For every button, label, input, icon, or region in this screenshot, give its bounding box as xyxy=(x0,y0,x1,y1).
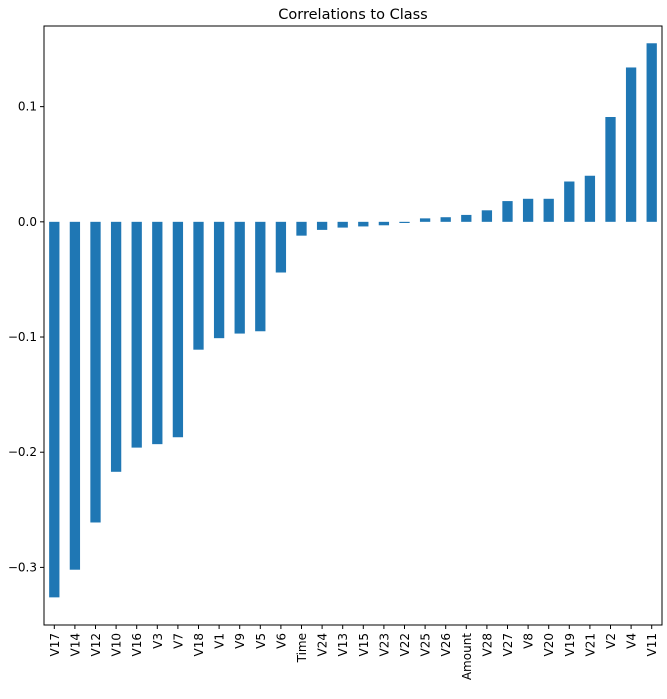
x-tick-label: V1 xyxy=(213,633,227,649)
x-tick-label: V8 xyxy=(522,633,536,649)
bar-v14 xyxy=(69,221,81,570)
bar-v15 xyxy=(358,221,369,227)
y-tick-label: 0.0 xyxy=(18,215,37,229)
bar-v19 xyxy=(564,181,575,222)
x-tick-label: V12 xyxy=(89,633,103,656)
bar-v13 xyxy=(337,221,348,228)
bar-v7 xyxy=(172,221,184,438)
x-tick-label: V21 xyxy=(583,633,597,656)
x-tick-label: Time xyxy=(295,633,309,663)
x-tick-label: V10 xyxy=(110,633,124,656)
bar-v6 xyxy=(275,221,287,273)
bar-v20 xyxy=(543,198,554,222)
bar-v27 xyxy=(502,201,513,222)
y-tick-label: 0.1 xyxy=(18,100,37,114)
bar-amount xyxy=(461,214,472,222)
x-tick-label: V16 xyxy=(130,633,144,656)
bar-v18 xyxy=(193,221,204,350)
bar-v10 xyxy=(110,221,122,472)
x-tick-label: V9 xyxy=(233,633,247,649)
bar-v9 xyxy=(234,221,245,334)
bar-v21 xyxy=(584,175,596,222)
x-tick-label: V25 xyxy=(419,633,433,656)
bar-v1 xyxy=(213,221,225,339)
x-tick-label: V5 xyxy=(254,633,268,649)
bar-v4 xyxy=(625,67,637,222)
bar-v23 xyxy=(378,221,390,226)
x-tick-label: V6 xyxy=(274,633,288,649)
x-tick-label: V15 xyxy=(357,633,371,656)
x-tick-label: Amount xyxy=(460,633,474,680)
x-tick-label: V14 xyxy=(68,633,82,656)
bar-v11 xyxy=(646,43,657,222)
bar-v16 xyxy=(131,221,142,448)
y-tick-label: −0.3 xyxy=(8,560,37,574)
x-tick-label: V18 xyxy=(192,633,206,656)
x-tick-label: V26 xyxy=(439,633,453,656)
x-tick-label: V23 xyxy=(377,633,391,656)
bar-time xyxy=(296,221,307,236)
x-tick-label: V13 xyxy=(336,633,350,656)
y-axis: −0.3 −0.2 −0.1 0.0 0.1 xyxy=(8,100,44,574)
bar-v26 xyxy=(440,217,451,222)
plot-frame xyxy=(43,25,663,626)
x-tick-label: V22 xyxy=(398,633,412,656)
x-tick-label: V28 xyxy=(480,633,494,656)
x-tick-label: V24 xyxy=(316,633,330,656)
bar-v12 xyxy=(90,221,101,523)
y-tick-label: −0.1 xyxy=(8,330,37,344)
x-axis: V17 V14 V12 V10 V16 V3 V7 V18 V1 V9 V5 V6 Time V24 V13… xyxy=(48,625,659,680)
x-tick-label: V27 xyxy=(501,633,515,656)
bar-v3 xyxy=(152,221,163,445)
bar-v25 xyxy=(419,218,431,222)
x-tick-label: V3 xyxy=(151,633,165,649)
bar-v5 xyxy=(255,221,266,332)
bar-v2 xyxy=(605,117,616,222)
x-tick-label: V20 xyxy=(542,633,556,656)
bars-layer xyxy=(49,43,657,598)
bar-v24 xyxy=(316,221,328,230)
x-tick-label: V17 xyxy=(48,633,62,656)
y-tick-label: −0.2 xyxy=(8,445,37,459)
chart-title: Correlations to Class xyxy=(278,7,427,23)
bar-v22 xyxy=(399,221,410,223)
bar-v28 xyxy=(481,210,493,222)
x-tick-label: V4 xyxy=(625,633,639,649)
x-tick-label: V7 xyxy=(171,633,185,649)
x-tick-label: V2 xyxy=(604,633,618,649)
x-tick-label: V19 xyxy=(563,633,577,656)
x-tick-label: V11 xyxy=(645,633,659,656)
bar-v8 xyxy=(522,198,534,222)
bar-v17 xyxy=(49,221,60,598)
